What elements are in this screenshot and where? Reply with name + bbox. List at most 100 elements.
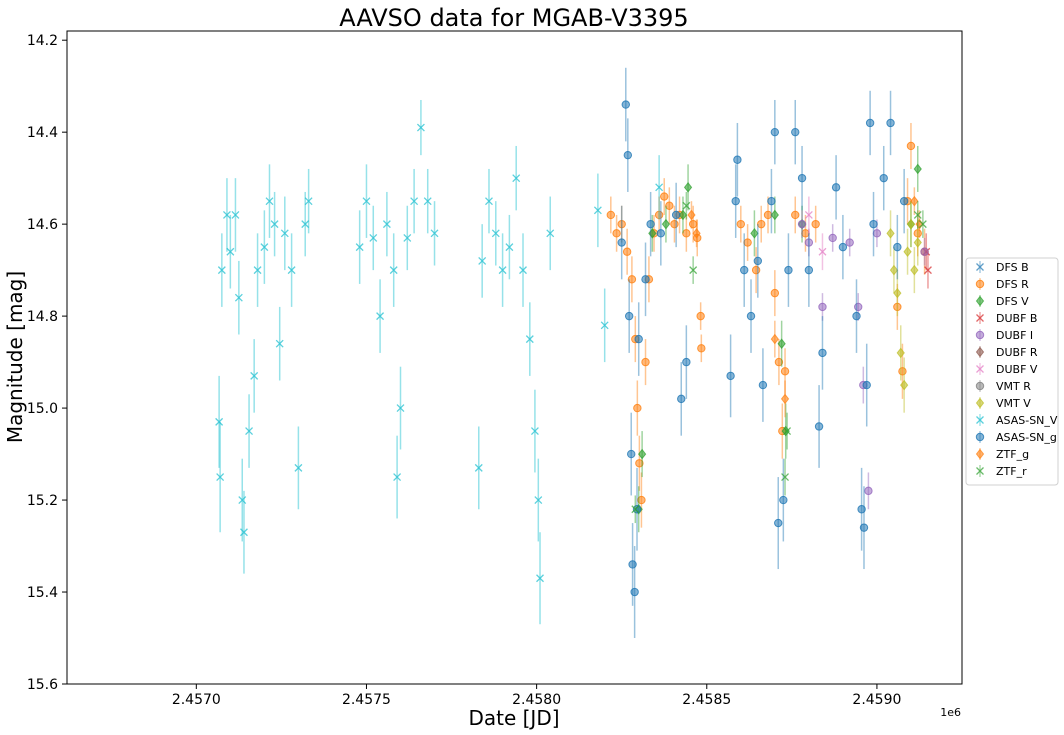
data-point [677,394,686,404]
data-point [783,427,792,436]
x-axis-label: Date [JD] [468,706,559,730]
data-point [774,518,783,528]
data-point [637,495,646,505]
data-point [906,218,916,230]
y-tick-label: 15.6 [27,677,58,693]
data-point [215,417,224,426]
data-point [872,229,882,238]
data-point [910,264,919,276]
data-point [660,192,669,201]
data-point [900,379,909,391]
x-tick-label: 2.4585 [682,692,731,708]
data-point [294,463,303,472]
data-point [682,229,691,238]
data-point [239,528,248,537]
data-point [301,220,310,229]
data-point [893,302,902,312]
data-point [369,233,378,242]
legend-item: DFS R [975,278,1029,291]
data-point [845,238,854,247]
data-point [216,473,225,482]
data-point [682,201,691,210]
data-point [648,228,657,239]
data-point [396,404,405,413]
data-point [612,229,621,238]
data-point [893,242,902,252]
data-point [226,247,235,256]
data-point [654,210,664,220]
data-point [781,473,790,482]
plot-area [215,67,932,639]
data-point [746,311,756,321]
y-tick-label: 14.6 [27,217,58,233]
legend-marker [976,416,984,424]
data-point [726,371,735,381]
y-tick-label: 14.2 [27,33,58,49]
data-point [253,266,262,275]
data-point [689,266,698,275]
data-point [751,265,761,275]
legend-label: DUBF V [996,363,1038,376]
data-point [630,587,639,597]
legend-label: ZTF_r [996,465,1027,478]
data-point [661,218,671,230]
data-point [859,523,869,532]
y-axis-label: Magnitude [mag] [3,271,27,443]
legend-item: DUBF R [975,346,1038,359]
data-point [628,560,637,569]
data-point [656,229,666,238]
data-point [797,219,807,229]
legend-marker [976,314,984,322]
data-point [770,288,780,298]
data-point [879,173,888,183]
data-point [910,195,919,207]
data-point [655,183,664,192]
data-point [222,210,231,219]
legend-label: ASAS-SN_V [996,414,1058,427]
data-point [753,256,763,266]
data-point [683,182,693,193]
legend-label: VMT R [996,380,1031,393]
legend-item: ZTF_r [976,465,1027,478]
data-point [697,344,706,353]
data-point [478,256,487,265]
data-point [740,265,749,275]
data-point [641,357,650,367]
data-point [671,210,681,220]
data-point [780,393,790,405]
data-point [770,127,780,137]
x-tick-label: 2.4590 [852,692,901,708]
data-point [665,201,674,210]
data-point [852,311,861,321]
data-point [770,333,779,345]
x-tick-label: 2.4575 [342,692,391,708]
data-point [780,367,790,376]
data-point [731,196,740,206]
data-point [637,448,647,460]
legend-marker [976,263,984,271]
data-point [485,197,493,206]
data-point [627,275,637,284]
data-point [736,219,746,229]
data-point [757,219,766,229]
data-point [687,209,696,221]
x-tick-label: 2.4580 [512,692,561,708]
data-point [838,242,848,252]
legend-label: ASAS-SN_g [996,431,1057,444]
series-ztf-r [631,191,927,524]
data-point [389,266,398,275]
data-point [903,246,912,258]
data-point [896,347,905,359]
legend-item: ASAS-SN_V [976,414,1058,427]
chart-title: AAVSO data for MGAB-V3395 [339,4,688,32]
series-dubf-v [804,196,827,271]
data-point [774,357,784,367]
data-point [869,219,878,229]
data-point [854,302,863,312]
legend-marker [976,467,984,475]
series-vmt-v [886,201,922,413]
legend-item: DUBF I [975,329,1033,342]
legend-marker [976,365,984,373]
legend-label: DUBF R [996,346,1038,359]
data-point [804,210,813,219]
